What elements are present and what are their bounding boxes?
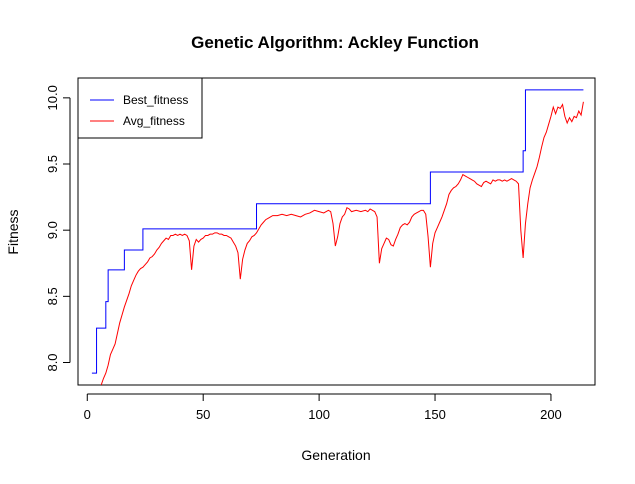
x-tick-label: 100 [308,407,330,422]
x-tick-label: 50 [196,407,210,422]
x-tick-label: 150 [424,407,446,422]
x-tick-label: 0 [84,407,91,422]
chart-title: Genetic Algorithm: Ackley Function [191,33,479,52]
x-axis: 0 50 100 150 200 [84,393,562,422]
series-layer [91,89,584,385]
legend-box [77,77,203,139]
x-tick-label: 200 [540,407,562,422]
y-axis-label: Fitness [5,209,21,254]
x-axis-label: Generation [301,447,370,463]
y-tick-label: 8.5 [45,287,60,305]
y-tick-label: 10.0 [45,85,60,110]
y-tick-label: 9.0 [45,221,60,239]
series-line-avg-fitness [100,101,584,385]
plot-area-frame [77,77,596,386]
y-axis: 8.0 8.5 9.0 9.5 10.0 [45,85,71,372]
y-tick-label: 9.5 [45,155,60,173]
series-line-best-fitness [91,89,584,374]
legend-label-avg-fitness: Avg_fitness [123,114,185,128]
y-tick-label: 8.0 [45,353,60,371]
legend-label-best-fitness: Best_fitness [123,93,188,107]
legend: Best_fitness Avg_fitness [77,77,203,139]
